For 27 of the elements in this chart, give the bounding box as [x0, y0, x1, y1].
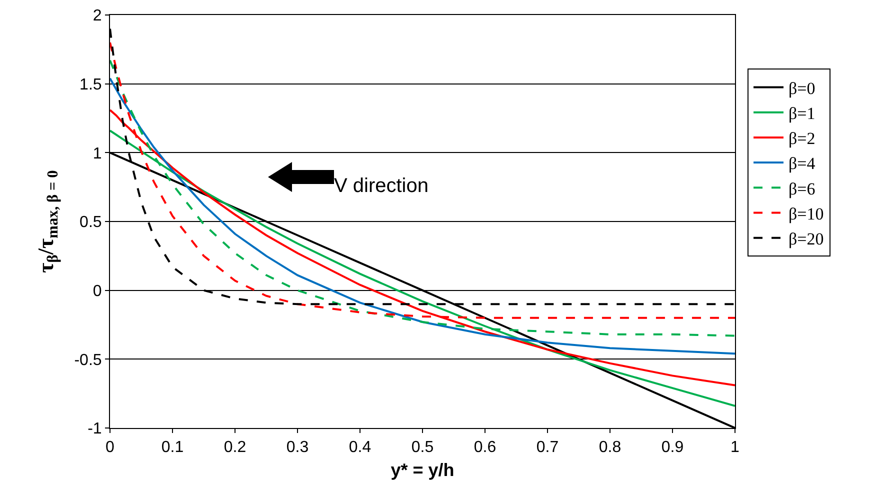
x-tick-label: 0.8 — [598, 439, 622, 456]
y-tick-label: 1.5 — [80, 76, 102, 94]
x-tick-label: 0 — [106, 439, 115, 456]
y-tick-label: 1 — [92, 145, 102, 162]
x-tick-label: 0.5 — [411, 439, 434, 456]
x-axis-title: y* = y/h — [390, 460, 454, 480]
legend-label: β=20 — [788, 229, 824, 248]
legend-label: β=1 — [788, 104, 816, 123]
x-tick-label: 0.7 — [536, 439, 559, 456]
x-tick-label: 0.4 — [348, 439, 372, 456]
legend-label: β=6 — [788, 179, 816, 198]
legend-label: β=4 — [788, 154, 816, 174]
legend-label: β=2 — [788, 129, 816, 148]
x-tick-label: 0.3 — [286, 439, 309, 456]
y-tick-label: 0.5 — [80, 214, 102, 232]
y-tick-label: -1 — [88, 420, 102, 438]
x-tick-label: 0.2 — [224, 439, 246, 456]
annotation: V direction — [334, 175, 428, 197]
y-tick-label: 0 — [92, 282, 102, 300]
legend-label: β=10 — [788, 204, 824, 224]
x-tick-label: 1 — [730, 439, 740, 456]
y-tick-label: -0.5 — [74, 352, 102, 369]
x-tick-label: 0.1 — [161, 439, 184, 456]
x-tick-label: 0.6 — [474, 439, 496, 456]
legend-label: β=0 — [788, 78, 816, 98]
y-tick-label: 2 — [92, 8, 102, 25]
x-tick-label: 0.9 — [661, 439, 684, 456]
